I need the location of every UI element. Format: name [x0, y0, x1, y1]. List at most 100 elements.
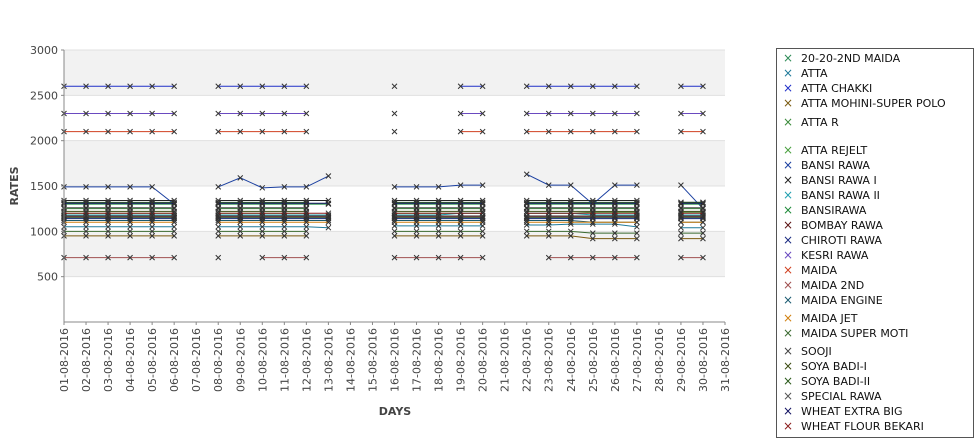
legend-item: × MAIDA SUPER MOTI: [781, 326, 908, 341]
data-point: [435, 228, 442, 235]
data-point: [435, 210, 442, 217]
data-point: [611, 182, 618, 188]
data-point: [678, 83, 684, 90]
data-point: [83, 210, 89, 217]
data-point: [127, 110, 133, 117]
x-tick-label: 25-08-2016: [587, 328, 600, 392]
legend-item: × SPECIAL RAWA: [781, 389, 882, 404]
data-point: [237, 233, 244, 239]
data-point: [259, 254, 266, 261]
data-point: [215, 210, 222, 217]
data-point: [215, 223, 222, 230]
data-point: [281, 199, 288, 206]
data-point: [413, 210, 420, 217]
data-point: [83, 110, 89, 117]
data-point: [259, 83, 266, 90]
data-point: [281, 210, 288, 217]
data-point: [215, 128, 222, 135]
plot-band: [64, 276, 725, 322]
data-point: [237, 223, 244, 230]
data-point: [171, 199, 178, 206]
data-point: [237, 110, 244, 117]
data-point: [105, 210, 111, 217]
y-tick-label: 2500: [30, 89, 58, 102]
legend-item: × ATTA MOHINI-SUPER POLO: [781, 96, 946, 111]
data-point: [83, 219, 89, 226]
data-point: [678, 210, 684, 217]
data-point: [171, 219, 178, 226]
data-point: [457, 210, 464, 217]
x-tick-label: 27-08-2016: [631, 328, 644, 392]
legend-item: × BANSI RAWA II: [781, 188, 880, 203]
legend-label: MAIDA JET: [801, 312, 858, 325]
data-point: [259, 223, 266, 230]
data-point: [391, 184, 398, 190]
legend-label: MAIDA 2ND: [801, 279, 865, 292]
data-point: [678, 219, 684, 226]
data-point: [457, 182, 464, 188]
legend-label: BANSI RAWA: [801, 159, 870, 172]
data-point: [237, 128, 244, 135]
data-point: [171, 83, 178, 90]
data-point: [171, 200, 178, 207]
data-point: [457, 200, 464, 207]
legend-marker-icon: ×: [782, 81, 794, 95]
data-point: [457, 228, 464, 235]
data-point: [215, 228, 222, 235]
series-line: [218, 175, 329, 189]
x-tick-label: 30-08-2016: [697, 328, 710, 392]
data-point: [391, 110, 398, 117]
x-tick-label: 23-08-2016: [543, 328, 556, 392]
data-point: [303, 110, 310, 117]
data-point: [589, 230, 596, 237]
data-point: [634, 199, 640, 206]
data-point: [634, 83, 640, 90]
data-point: [678, 230, 684, 237]
data-point: [523, 219, 530, 226]
legend-marker-icon: ×: [782, 203, 794, 217]
data-point: [259, 228, 266, 235]
data-point: [567, 228, 574, 235]
legend-item: × BANSIRAWA: [781, 203, 866, 218]
data-point: [303, 184, 310, 190]
x-tick-label: 13-08-2016: [322, 328, 335, 392]
data-point: [413, 200, 420, 207]
data-point: [523, 128, 530, 135]
legend-label: MAIDA: [801, 264, 838, 277]
data-point: [523, 200, 530, 207]
legend-marker-icon: ×: [782, 278, 794, 292]
legend-label: ATTA REJELT: [801, 144, 868, 157]
data-point: [171, 110, 178, 117]
data-point: [259, 128, 266, 135]
data-point: [105, 228, 111, 235]
data-point: [700, 83, 706, 90]
data-point: [589, 219, 596, 226]
data-point: [105, 233, 111, 239]
data-point: [127, 233, 133, 239]
x-tick-label: 08-08-2016: [212, 328, 225, 392]
data-point: [237, 83, 244, 90]
series-group: [61, 110, 706, 117]
data-point: [611, 230, 618, 237]
legend-label: ATTA MOHINI-SUPER POLO: [801, 97, 946, 110]
legend-marker-icon: ×: [782, 173, 794, 187]
legend-item: × MAIDA JET: [781, 311, 858, 326]
y-axis-ticks: 500 1000 1500 2000 2500 3000: [30, 44, 64, 284]
data-point: [611, 219, 618, 226]
data-point: [523, 233, 530, 239]
legend-item: × ATTA CHAKKI: [781, 81, 872, 96]
data-point: [391, 210, 398, 217]
data-point: [281, 223, 288, 230]
data-point: [611, 254, 618, 261]
data-point: [259, 233, 266, 239]
data-point: [149, 199, 155, 206]
legend-label: WHEAT FLOUR BEKARI: [801, 420, 924, 433]
data-point: [303, 223, 310, 230]
data-point: [259, 199, 266, 206]
data-point: [611, 235, 618, 242]
data-point: [281, 254, 288, 261]
data-point: [567, 219, 574, 226]
x-tick-label: 16-08-2016: [389, 328, 402, 392]
x-tick-label: 09-08-2016: [234, 328, 247, 392]
legend-marker-icon: ×: [782, 115, 794, 129]
